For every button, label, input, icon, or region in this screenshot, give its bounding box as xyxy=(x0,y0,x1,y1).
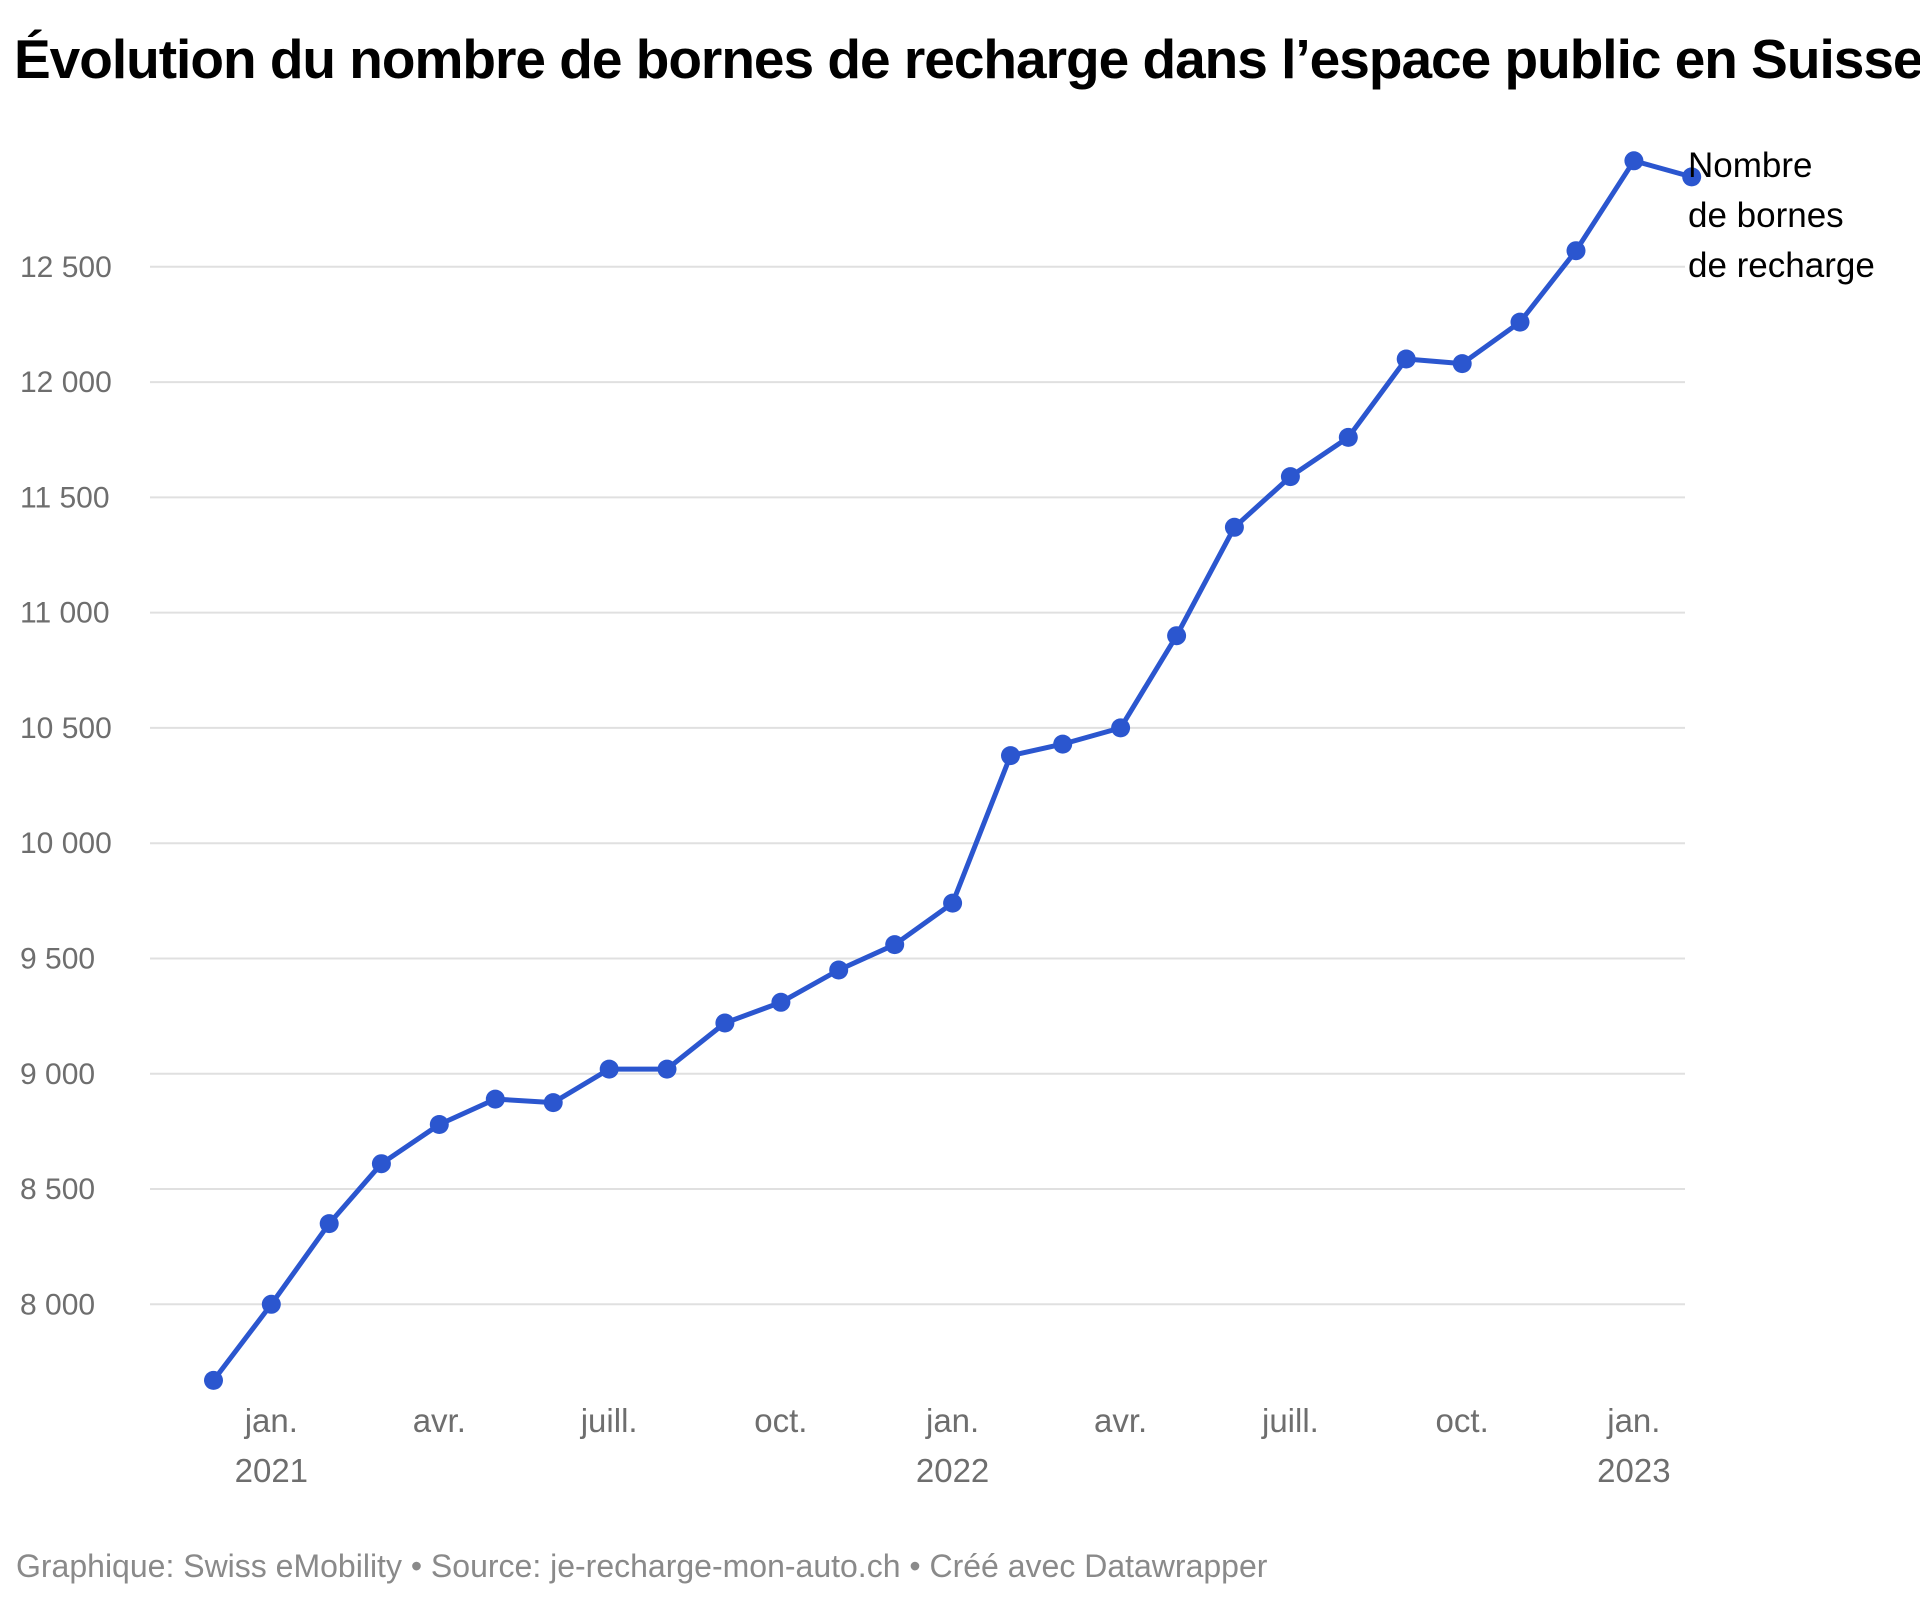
data-point xyxy=(1338,427,1358,447)
data-point xyxy=(1001,746,1020,766)
data-point xyxy=(429,1115,449,1134)
x-tick-label: juill. xyxy=(1261,1402,1319,1439)
footer-source-label: Source: xyxy=(430,1548,542,1584)
data-point xyxy=(1682,167,1702,187)
data-point xyxy=(204,1370,223,1390)
data-point xyxy=(657,1059,677,1079)
data-point xyxy=(1624,151,1644,171)
data-point xyxy=(319,1214,339,1234)
x-tick-label: jan. xyxy=(925,1402,979,1439)
line-chart: 8 000 8 500 9 000 9 500 10 000 10 500 11 000 11… xyxy=(20,146,1875,1489)
y-tick-label: 11 000 xyxy=(20,597,110,630)
x-tick-year-label: 2021 xyxy=(235,1452,308,1489)
series-label-line: de recharge xyxy=(1688,246,1875,285)
y-tick-label: 9 500 xyxy=(20,942,95,975)
x-tick-label: avr. xyxy=(413,1402,466,1439)
grid-lines xyxy=(150,265,1685,1306)
data-point xyxy=(829,960,849,980)
x-tick-label: avr. xyxy=(1094,1402,1147,1439)
data-point xyxy=(1280,467,1300,487)
y-tick-label: 11 500 xyxy=(20,481,110,514)
data-point xyxy=(485,1089,505,1109)
series-label: Nombre de bornes de recharge xyxy=(1688,146,1875,285)
y-tick-label: 10 000 xyxy=(20,827,112,860)
footer-separator: • xyxy=(410,1548,423,1584)
x-tick-label: jan. xyxy=(244,1402,298,1439)
data-point xyxy=(371,1154,391,1174)
footer-source: je-recharge-mon-auto.ch xyxy=(550,1548,901,1584)
y-tick-label: 8 000 xyxy=(20,1288,95,1321)
x-tick-label: jan. xyxy=(1606,1402,1660,1439)
data-point xyxy=(1566,241,1586,261)
footer-graphique-label: Graphique: xyxy=(16,1548,175,1584)
footer-graphique: Swiss eMobility xyxy=(183,1548,402,1584)
data-point xyxy=(543,1093,563,1113)
data-point xyxy=(771,992,791,1012)
data-point xyxy=(1111,718,1131,738)
data-point xyxy=(943,893,963,913)
y-axis-ticks: 8 000 8 500 9 000 9 500 10 000 10 500 11 000 11… xyxy=(20,251,112,1322)
series-label-line: de bornes xyxy=(1688,196,1844,235)
series-layer xyxy=(204,151,1702,1390)
y-tick-label: 9 000 xyxy=(20,1058,95,1091)
data-point xyxy=(1167,626,1187,646)
data-point xyxy=(715,1013,735,1033)
x-axis-ticks: jan. 2021 avr. juill. oct. jan. 2022 avr. juill.… xyxy=(235,1402,1671,1489)
data-point xyxy=(1396,349,1416,369)
y-tick-label: 8 500 xyxy=(20,1173,95,1206)
x-tick-year-label: 2023 xyxy=(1597,1452,1670,1489)
x-tick-label: oct. xyxy=(1436,1402,1489,1439)
footer-credits: Graphique: Swiss eMobility • Source: je-… xyxy=(16,1548,1267,1585)
data-point xyxy=(885,935,905,955)
y-tick-label: 12 000 xyxy=(20,366,112,399)
y-tick-label: 10 500 xyxy=(20,712,112,745)
x-tick-year-label: 2022 xyxy=(916,1452,989,1489)
series-label-line: Nombre xyxy=(1688,146,1812,185)
series-line xyxy=(211,158,1695,1383)
data-point xyxy=(1510,312,1530,332)
x-tick-label: juill. xyxy=(580,1402,638,1439)
data-point xyxy=(1053,734,1073,754)
x-tick-label: oct. xyxy=(754,1402,807,1439)
data-point xyxy=(1452,354,1472,374)
y-tick-label: 12 500 xyxy=(20,251,112,284)
footer-separator: • xyxy=(909,1548,921,1584)
data-point xyxy=(261,1294,281,1314)
page-title: Évolution du nombre de bornes de recharg… xyxy=(14,28,1920,90)
footer-created: Créé avec Datawrapper xyxy=(929,1548,1268,1584)
data-point xyxy=(599,1059,619,1079)
data-point xyxy=(1224,517,1244,537)
